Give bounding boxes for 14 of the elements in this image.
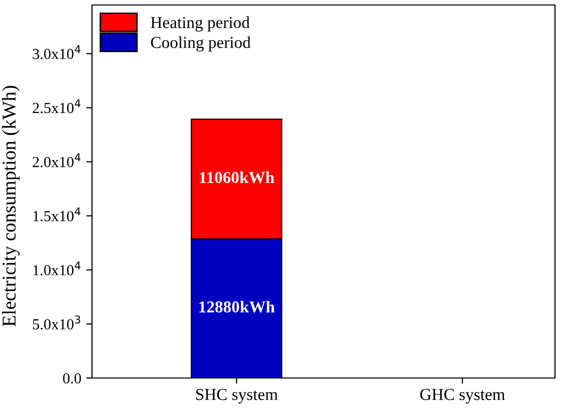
legend-label: Heating period (150, 16, 250, 32)
x-tick-label: SHC system (196, 388, 278, 404)
y-tick-label: 2.0x10$^{4}$ (32, 153, 80, 168)
y-tick-label: 3.0x10$^{4}$ (32, 45, 80, 60)
y-tick-label: 5.0x10$^{3}$ (32, 316, 80, 330)
y-tick-label: 1.0x10$^{4}$ (33, 262, 80, 276)
data-label: 11060kWh (200, 171, 274, 184)
y-axis-title: Electricity consumption (kWh) (2, 86, 20, 326)
y-tick-label: 2.5x10$^{4}$ (32, 99, 80, 114)
x-tick-label: GHC system (420, 388, 505, 404)
legend-label: Cooling period (151, 36, 251, 52)
y-tick-label: 0.0 (63, 373, 81, 384)
y-tick-label: 1.5x10$^{4}$ (33, 207, 80, 222)
data-label: 12880kWh (199, 300, 275, 313)
